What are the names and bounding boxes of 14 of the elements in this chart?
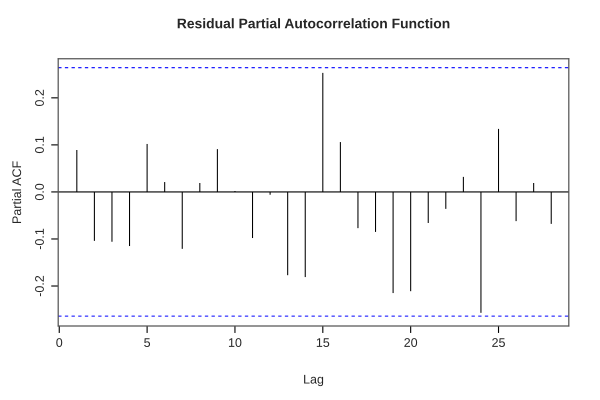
- y-tick-label: -0.2: [35, 276, 44, 296]
- y-tick-label: -0.1: [35, 228, 44, 250]
- y-axis-title: Partial ACF: [12, 161, 22, 223]
- x-tick-label: 10: [228, 338, 242, 347]
- x-tick-label: 5: [144, 338, 150, 347]
- y-tick-label: 0.1: [35, 136, 44, 154]
- y-tick-label: 0.0: [35, 184, 44, 200]
- y-tick-label: 0.2: [35, 90, 44, 106]
- x-tick-label: 20: [404, 338, 418, 347]
- chart-title: Residual Partial Autocorrelation Function: [178, 18, 450, 28]
- x-axis-title: Lag: [304, 374, 324, 386]
- x-tick-label: 25: [492, 338, 505, 347]
- x-tick-label: 0: [56, 338, 62, 347]
- x-tick-label: 15: [316, 338, 330, 347]
